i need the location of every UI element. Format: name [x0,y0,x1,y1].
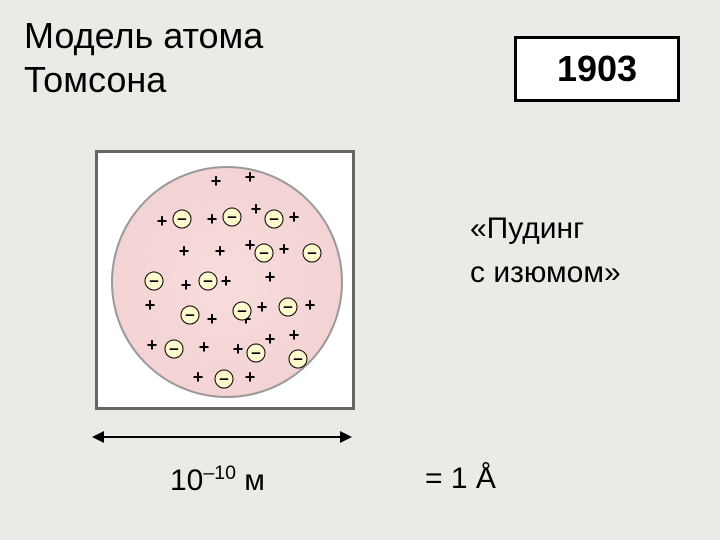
scale-base: 10 [170,464,203,497]
electron [247,344,266,363]
plus-charge: + [215,242,226,260]
electron [303,244,322,263]
plus-charge: + [265,268,276,286]
scale-arrow-line [104,436,340,438]
plus-charge: + [207,210,218,228]
title-line1: Модель атома [24,14,263,58]
plus-charge: + [289,208,300,226]
title-line2: Томсона [24,58,263,102]
scale-value: 10–10 м [170,462,265,498]
plus-charge: + [145,296,156,314]
plus-charge: + [221,272,232,290]
electron [199,272,218,291]
plus-charge: + [199,338,210,356]
plus-charge: + [233,340,244,358]
electron [165,340,184,359]
atom-frame: +++++++++++++++++++++++++ [95,150,355,410]
caption-line1: «Пудинг [470,212,584,246]
plus-charge: + [147,336,158,354]
scale-unit: м [236,464,265,497]
plus-charge: + [305,296,316,314]
page-title: Модель атома Томсона [24,14,263,102]
electron [215,370,234,389]
year-text: 1903 [557,48,637,90]
plus-charge: + [211,172,222,190]
plus-charge: + [207,310,218,328]
plus-charge: + [245,368,256,386]
electron [233,302,252,321]
plus-charge: + [279,240,290,258]
electron [181,306,200,325]
electron [223,208,242,227]
electron [145,272,164,291]
scale-arrow-left [92,431,104,443]
electron [265,210,284,229]
plus-charge: + [181,276,192,294]
year-box: 1903 [514,36,680,102]
scale-arrow-right [340,431,352,443]
plus-charge: + [157,212,168,230]
plus-charge: + [251,200,262,218]
plus-charge: + [257,298,268,316]
electron [289,350,308,369]
plus-charge: + [265,330,276,348]
plus-charge: + [245,168,256,186]
caption-line2: с изюмом» [470,256,621,290]
scale-exp: –10 [203,462,236,484]
scale-equals: = 1 Å [425,462,496,496]
electron [279,298,298,317]
electron [173,210,192,229]
plus-charge: + [193,368,204,386]
electron [255,244,274,263]
plus-charge: + [289,326,300,344]
plus-charge: + [179,242,190,260]
